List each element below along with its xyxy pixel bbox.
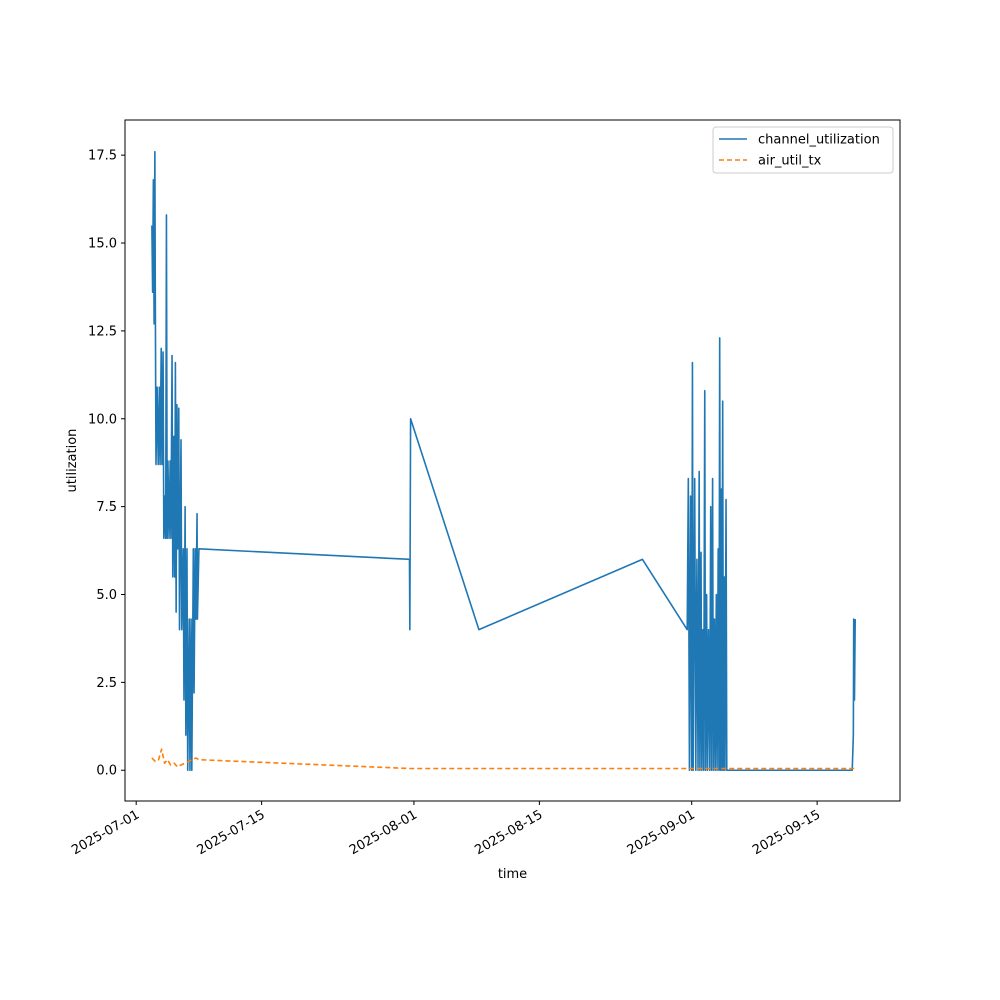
y-axis-label: utilization (65, 429, 80, 493)
y-tick-label: 2.5 (96, 676, 117, 691)
y-tick-label: 15.0 (88, 237, 117, 252)
y-tick-label: 10.0 (88, 412, 117, 427)
y-tick-label: 17.5 (88, 149, 117, 164)
y-tick-label: 5.0 (96, 588, 117, 603)
plot-frame (124, 119, 901, 802)
legend: channel_utilization air_util_tx (712, 126, 894, 174)
y-tick-label: 0.0 (96, 764, 117, 779)
x-tick-label: 2025-09-15 (750, 807, 823, 858)
x-axis-label: time (498, 867, 527, 882)
series-lines (151, 150, 856, 772)
legend-label-air-util-tx: air_util_tx (758, 154, 822, 169)
legend-box (712, 126, 894, 174)
x-tick-label: 2025-07-01 (69, 807, 142, 858)
series-line-air-util-tx (151, 748, 856, 770)
x-tick-label: 2025-08-01 (347, 807, 420, 858)
x-tick-label: 2025-08-15 (472, 807, 545, 858)
series-line-channel-utilization (151, 150, 856, 772)
legend-label-channel-utilization: channel_utilization (758, 133, 880, 148)
x-tick-label: 2025-07-15 (195, 807, 268, 858)
y-tick-label: 12.5 (88, 324, 117, 339)
x-tick-label: 2025-09-01 (625, 807, 698, 858)
y-tick-label: 7.5 (96, 500, 117, 515)
